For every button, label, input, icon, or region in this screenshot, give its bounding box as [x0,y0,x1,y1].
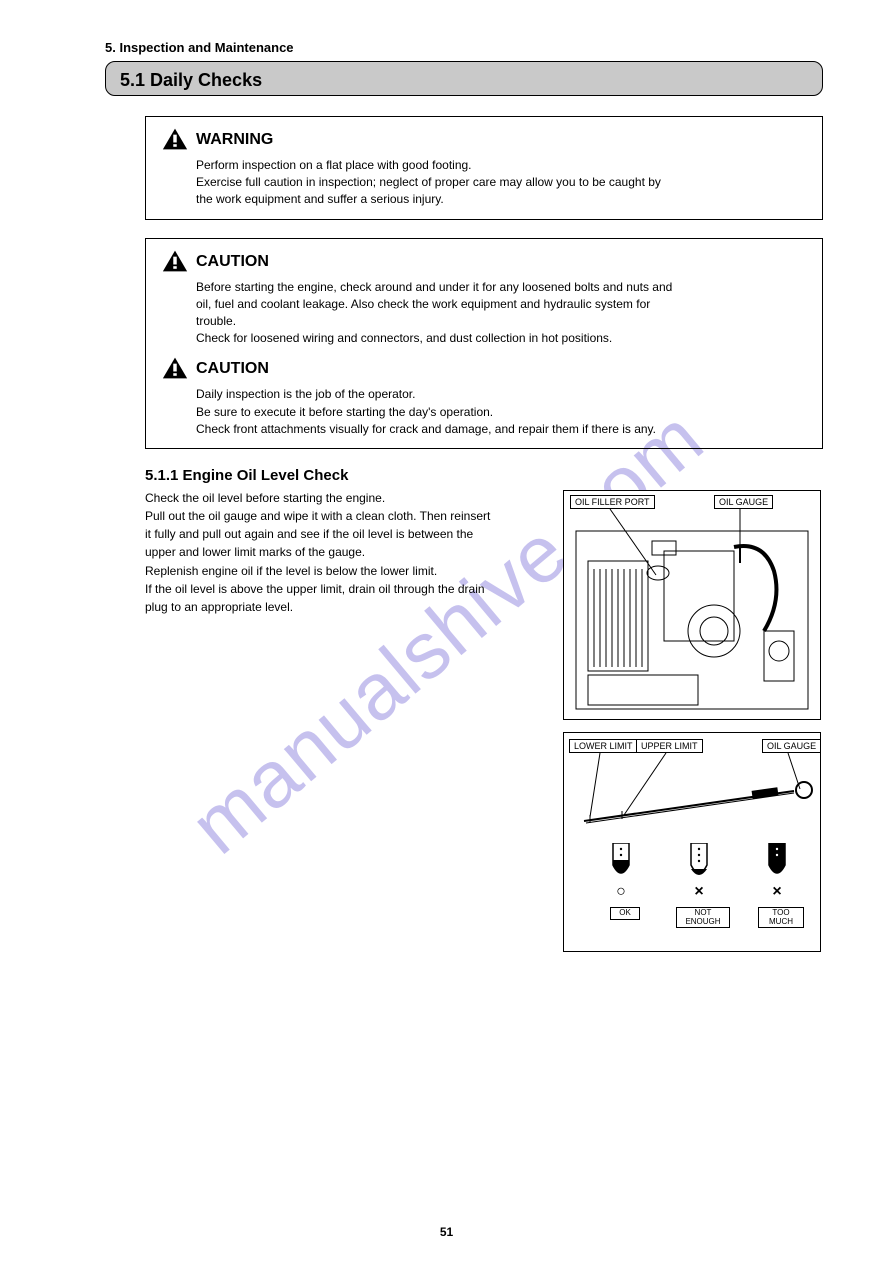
body-line: Pull out the oil gauge and wipe it with … [145,508,547,524]
warning-line: Perform inspection on a flat place with … [196,157,808,173]
body-line: it fully and pull out again and see if t… [145,526,547,542]
figure-dipstick: LOWER LIMIT UPPER LIMIT OIL GAUGE [563,732,821,952]
engine-diagram [564,491,822,721]
warning-line: the work equipment and suffer a serious … [196,191,808,207]
indicator-label-high: TOO MUCH [758,907,804,929]
caution-line: Before starting the engine, check around… [196,279,808,295]
caution-line: Daily inspection is the job of the opera… [196,386,808,402]
caution-box: CAUTION Before starting the engine, chec… [145,238,823,449]
page-number: 51 [0,1225,893,1239]
body-line: Check the oil level before starting the … [145,490,547,506]
body-line: Replenish engine oil if the level is bel… [145,563,547,579]
warning-icon [160,127,190,151]
section-bar: 5.1 Daily Checks [105,61,823,96]
body-line: If the oil level is above the upper limi… [145,581,547,597]
tip-icon-ok [610,843,632,881]
caution-line: trouble. [196,313,808,329]
indicator-label-low: NOT ENOUGH [676,907,730,929]
subsection-heading: 5.1.1 Engine Oil Level Check [145,467,823,484]
warning-line: Exercise full caution in inspection; neg… [196,174,808,190]
caution-line: oil, fuel and coolant leakage. Also chec… [196,296,808,312]
engine-oil-body: Check the oil level before starting the … [145,490,563,617]
tip-icon-low [688,843,710,881]
mark-ok: ○ [610,883,632,901]
caution-heading: CAUTION [196,251,808,273]
dipstick-drawing [564,733,822,833]
body-line: upper and lower limit marks of the gauge… [145,544,547,560]
tip-icon-high [766,843,788,881]
caution-line: Check front attachments visually for cra… [196,421,808,437]
caution-line: Check for loosened wiring and connectors… [196,330,808,346]
mark-low: × [688,883,710,901]
caution-heading: CAUTION [196,358,808,380]
caution-line: Be sure to execute it before starting th… [196,404,808,420]
warning-heading: WARNING [196,129,808,151]
warning-box: WARNING Perform inspection on a flat pla… [145,116,823,220]
indicator-label-ok: OK [610,907,640,920]
caution-icon [160,356,190,380]
caution-lines-1: Before starting the engine, check around… [196,279,808,347]
caution-lines-2: Daily inspection is the job of the opera… [196,386,808,437]
body-line: plug to an appropriate level. [145,599,547,615]
caution-icon [160,249,190,273]
mark-high: × [766,883,788,901]
chapter-title: 5. Inspection and Maintenance [105,40,823,55]
figure-engine-compartment: OIL FILLER PORT OIL GAUGE [563,490,821,720]
warning-lines: Perform inspection on a flat place with … [196,157,808,208]
